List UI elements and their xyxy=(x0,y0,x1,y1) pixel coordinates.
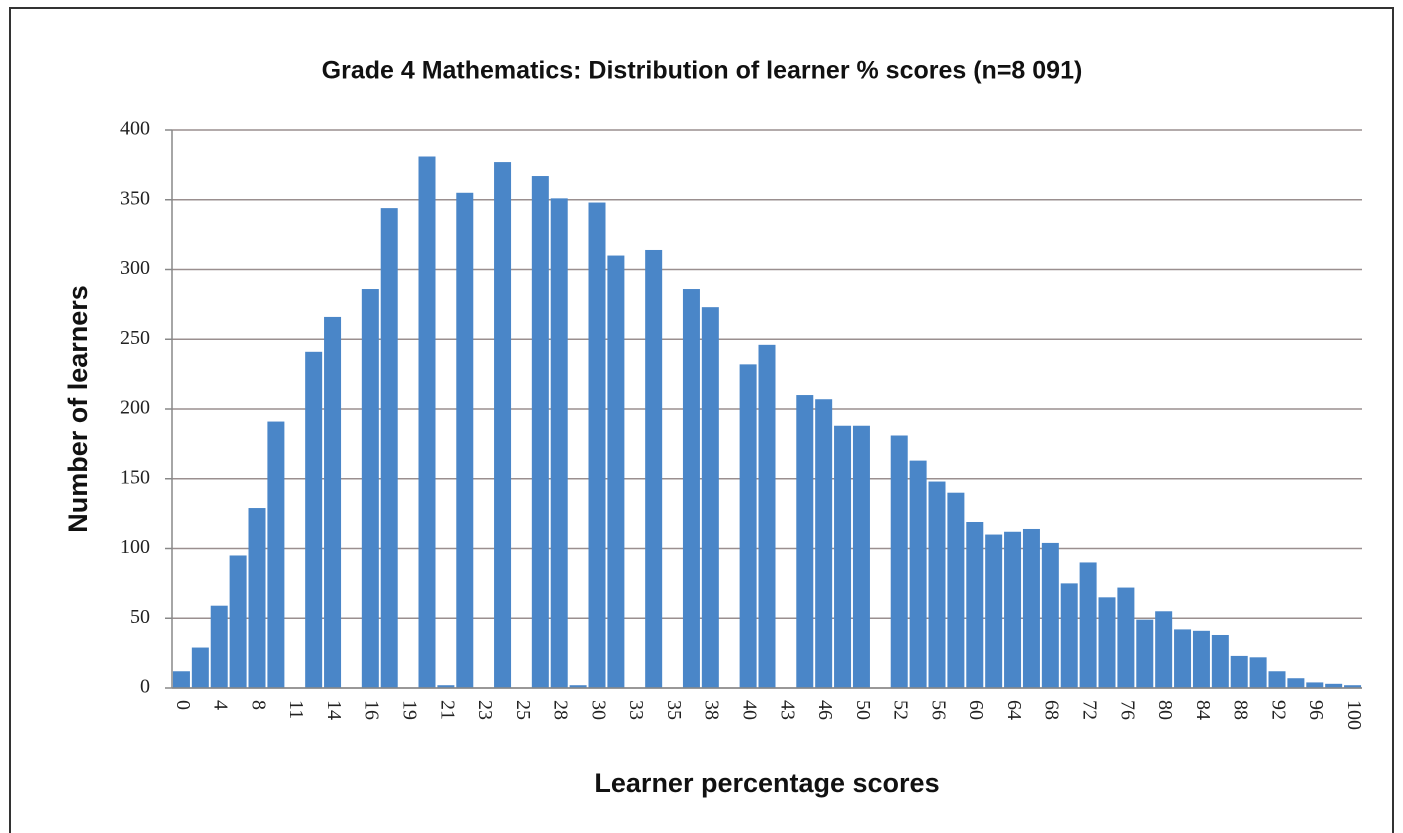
bar xyxy=(645,249,663,688)
y-tick-label: 400 xyxy=(120,118,150,140)
bar xyxy=(834,425,852,688)
bar xyxy=(1098,597,1116,688)
y-tick-label: 50 xyxy=(130,606,150,628)
x-tick-label: 23 xyxy=(474,700,496,720)
bar xyxy=(550,198,568,689)
bar xyxy=(682,289,700,688)
bar xyxy=(796,395,814,688)
bar xyxy=(1117,587,1135,688)
bar xyxy=(456,192,474,688)
x-tick-label: 88 xyxy=(1230,700,1252,720)
x-tick-label: 4 xyxy=(210,700,232,710)
x-tick-label: 14 xyxy=(323,700,345,720)
x-tick-label: 46 xyxy=(814,700,836,720)
bar xyxy=(191,647,209,688)
x-tick-label: 92 xyxy=(1267,700,1289,720)
bar xyxy=(607,255,625,689)
x-tick-label: 21 xyxy=(436,700,458,720)
bar xyxy=(852,425,870,688)
x-tick-label: 11 xyxy=(285,700,307,719)
x-tick-label: 28 xyxy=(550,700,572,720)
x-tick-label: 0 xyxy=(172,700,194,710)
x-tick-label: 40 xyxy=(739,700,761,720)
bar xyxy=(815,399,833,688)
bar xyxy=(1192,630,1210,688)
y-tick-label: 100 xyxy=(120,536,150,558)
bar xyxy=(985,534,1003,688)
bar xyxy=(909,460,927,688)
bar xyxy=(437,685,455,688)
y-tick-label: 300 xyxy=(120,257,150,279)
x-tick-label: 33 xyxy=(625,700,647,720)
bar xyxy=(1249,657,1267,688)
bar xyxy=(1211,634,1229,688)
bar xyxy=(248,508,266,688)
bar xyxy=(324,316,342,688)
bar xyxy=(739,364,757,688)
x-tick-label: 16 xyxy=(361,700,383,720)
x-tick-label: 56 xyxy=(927,700,949,720)
x-tick-label: 64 xyxy=(1003,700,1025,720)
y-tick-label: 200 xyxy=(120,397,150,419)
bar xyxy=(758,344,776,688)
bar xyxy=(588,202,606,689)
y-tick-label: 250 xyxy=(120,327,150,349)
x-tick-label: 35 xyxy=(663,700,685,720)
bar xyxy=(1230,655,1248,688)
chart-border xyxy=(9,7,1394,833)
bar xyxy=(947,492,965,688)
x-tick-label: 60 xyxy=(965,700,987,720)
x-tick-label: 19 xyxy=(399,700,421,720)
bar xyxy=(1079,562,1097,688)
bar xyxy=(1041,542,1059,688)
bar xyxy=(418,156,436,688)
bar xyxy=(1060,583,1078,688)
bar xyxy=(1325,683,1343,688)
bar xyxy=(305,351,323,688)
x-tick-label: 50 xyxy=(852,700,874,720)
bar xyxy=(380,208,398,688)
bar xyxy=(267,421,285,688)
x-tick-label: 80 xyxy=(1154,700,1176,720)
bar xyxy=(229,555,247,688)
bar xyxy=(928,481,946,688)
x-axis-label: Learner percentage scores xyxy=(594,768,939,798)
x-tick-label: 76 xyxy=(1116,700,1138,720)
y-tick-label: 150 xyxy=(120,466,150,488)
x-tick-label: 43 xyxy=(776,700,798,720)
bar xyxy=(966,521,984,688)
chart-title: Grade 4 Mathematics: Distribution of lea… xyxy=(322,57,1083,85)
x-tick-label: 72 xyxy=(1079,700,1101,720)
bar xyxy=(531,176,549,688)
x-tick-label: 25 xyxy=(512,700,534,720)
bar xyxy=(701,307,719,688)
bar xyxy=(1022,528,1040,688)
bar xyxy=(569,685,587,688)
bar xyxy=(1287,678,1305,688)
bar xyxy=(1155,611,1173,688)
x-tick-label: 68 xyxy=(1041,700,1063,720)
y-axis-label: Number of learners xyxy=(63,285,93,533)
y-tick-label: 350 xyxy=(120,187,150,209)
bar xyxy=(1268,671,1286,688)
bar xyxy=(1136,619,1154,688)
bar xyxy=(361,289,379,688)
bar xyxy=(1344,685,1362,688)
x-tick-label: 30 xyxy=(587,700,609,720)
x-tick-label: 96 xyxy=(1305,700,1327,720)
x-tick-label: 84 xyxy=(1192,700,1214,720)
bar xyxy=(494,162,512,688)
bar xyxy=(172,671,190,688)
x-tick-label: 38 xyxy=(701,700,723,720)
x-tick-label: 8 xyxy=(247,700,269,710)
bar xyxy=(1306,682,1324,688)
y-tick-label: 0 xyxy=(140,676,150,698)
bar xyxy=(1174,629,1192,688)
x-tick-label: 52 xyxy=(890,700,912,720)
bar xyxy=(210,605,228,688)
x-tick-label: 100 xyxy=(1343,700,1365,730)
bar xyxy=(1004,531,1022,688)
bar xyxy=(890,435,908,688)
